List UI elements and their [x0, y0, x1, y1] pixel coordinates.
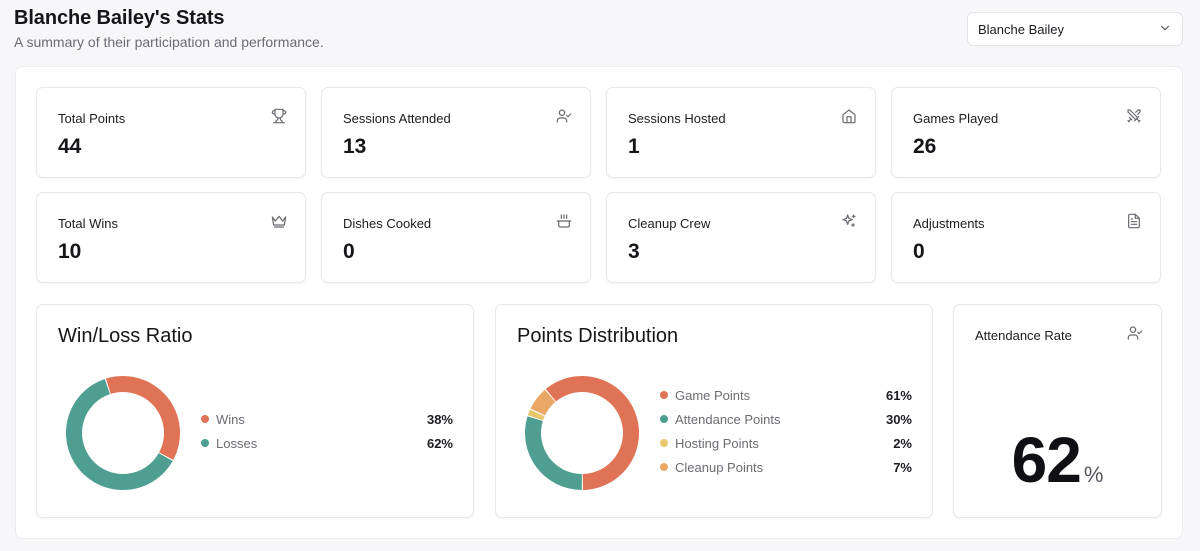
stat-value: 0: [913, 240, 925, 263]
legend-dot: [660, 391, 668, 399]
win-loss-slice-wins[interactable]: [105, 376, 180, 460]
stat-label: Adjustments: [913, 216, 985, 231]
points-distribution-card: Points Distribution Game Points 61% Atte…: [495, 304, 933, 518]
user-check-icon: [1127, 325, 1143, 341]
legend-item-attendance-points: Attendance Points 30%: [660, 407, 912, 431]
attendance-rate-number: 62: [1011, 424, 1082, 496]
legend-dot: [201, 415, 209, 423]
points-distribution-legend: Game Points 61% Attendance Points 30% Ho…: [660, 383, 912, 479]
legend-dot: [660, 439, 668, 447]
stat-label: Total Points: [58, 111, 126, 126]
stat-value: 26: [913, 135, 937, 158]
legend-dot: [660, 463, 668, 471]
stat-value: 44: [58, 135, 82, 158]
attendance-rate-unit: %: [1083, 462, 1104, 487]
points-slice-game-points[interactable]: [545, 376, 639, 490]
crown-icon: [271, 213, 287, 229]
win-loss-donut: [66, 376, 180, 490]
stat-label: Dishes Cooked: [343, 216, 432, 231]
legend-label: Attendance Points: [675, 411, 781, 427]
legend-item-game-points: Game Points 61%: [660, 383, 912, 407]
legend-item-cleanup-points: Cleanup Points 7%: [660, 455, 912, 479]
player-select[interactable]: Blanche Bailey: [967, 12, 1183, 46]
legend-dot: [201, 439, 209, 447]
stat-card-dishes-cooked: Dishes Cooked 0: [321, 192, 591, 283]
win-loss-slice-losses[interactable]: [66, 378, 173, 490]
legend-value: 30%: [885, 411, 912, 427]
trophy-icon: [271, 108, 287, 124]
stat-card-adjustments: Adjustments 0: [891, 192, 1161, 283]
player-select-value: Blanche Bailey: [978, 21, 1064, 37]
attendance-rate-value: 62%: [954, 423, 1161, 497]
points-slice-hosting-points[interactable]: [527, 409, 545, 421]
stat-label: Sessions Hosted: [628, 111, 726, 126]
stat-label: Sessions Attended: [343, 111, 451, 126]
page-subtitle: A summary of their participation and per…: [14, 34, 324, 50]
attendance-rate-label: Attendance Rate: [975, 328, 1072, 343]
win-loss-title: Win/Loss Ratio: [58, 325, 193, 347]
legend-value: 62%: [426, 435, 453, 451]
attendance-rate-card: Attendance Rate 62%: [953, 304, 1162, 518]
stat-card-cleanup-crew: Cleanup Crew 3: [606, 192, 876, 283]
legend-value: 2%: [893, 435, 912, 451]
points-distribution-donut: [525, 376, 639, 490]
points-slice-attendance-points[interactable]: [525, 416, 582, 490]
win-loss-card: Win/Loss Ratio Wins 38% Losses 62%: [36, 304, 474, 518]
legend-item-hosting-points: Hosting Points 2%: [660, 431, 912, 455]
legend-value: 38%: [426, 411, 453, 427]
page-title: Blanche Bailey's Stats: [14, 7, 225, 29]
legend-item-wins: Wins 38%: [201, 407, 453, 431]
stat-value: 0: [343, 240, 355, 263]
legend-dot: [660, 415, 668, 423]
stat-label: Games Played: [913, 111, 999, 126]
stat-value: 1: [628, 135, 640, 158]
user-check-icon: [556, 108, 572, 124]
stats-panel: Total Points 44 Sessions Attended 13 Ses…: [15, 66, 1183, 539]
legend-label: Wins: [216, 411, 245, 427]
stat-value: 10: [58, 240, 82, 263]
home-icon: [841, 108, 857, 124]
chevron-down-icon: [1158, 21, 1172, 38]
points-slice-cleanup-points[interactable]: [530, 389, 556, 416]
file-text-icon: [1126, 213, 1142, 229]
stat-value: 3: [628, 240, 640, 263]
stat-card-total-points: Total Points 44: [36, 87, 306, 178]
stat-card-games-played: Games Played 26: [891, 87, 1161, 178]
sparkles-icon: [841, 213, 857, 229]
stat-card-sessions-hosted: Sessions Hosted 1: [606, 87, 876, 178]
stat-value: 13: [343, 135, 367, 158]
legend-label: Cleanup Points: [675, 459, 764, 475]
legend-label: Losses: [216, 435, 258, 451]
legend-item-losses: Losses 62%: [201, 431, 453, 455]
stat-card-total-wins: Total Wins 10: [36, 192, 306, 283]
swords-icon: [1126, 108, 1142, 124]
legend-label: Game Points: [675, 387, 751, 403]
cooking-pot-icon: [556, 213, 572, 229]
points-distribution-title: Points Distribution: [517, 325, 679, 347]
stat-label: Total Wins: [58, 216, 118, 231]
page-header: Blanche Bailey's Stats A summary of thei…: [14, 6, 1186, 56]
stat-card-sessions-attended: Sessions Attended 13: [321, 87, 591, 178]
stat-label: Cleanup Crew: [628, 216, 711, 231]
legend-label: Hosting Points: [675, 435, 759, 451]
win-loss-legend: Wins 38% Losses 62%: [201, 407, 453, 455]
legend-value: 7%: [893, 459, 912, 475]
legend-value: 61%: [885, 387, 912, 403]
